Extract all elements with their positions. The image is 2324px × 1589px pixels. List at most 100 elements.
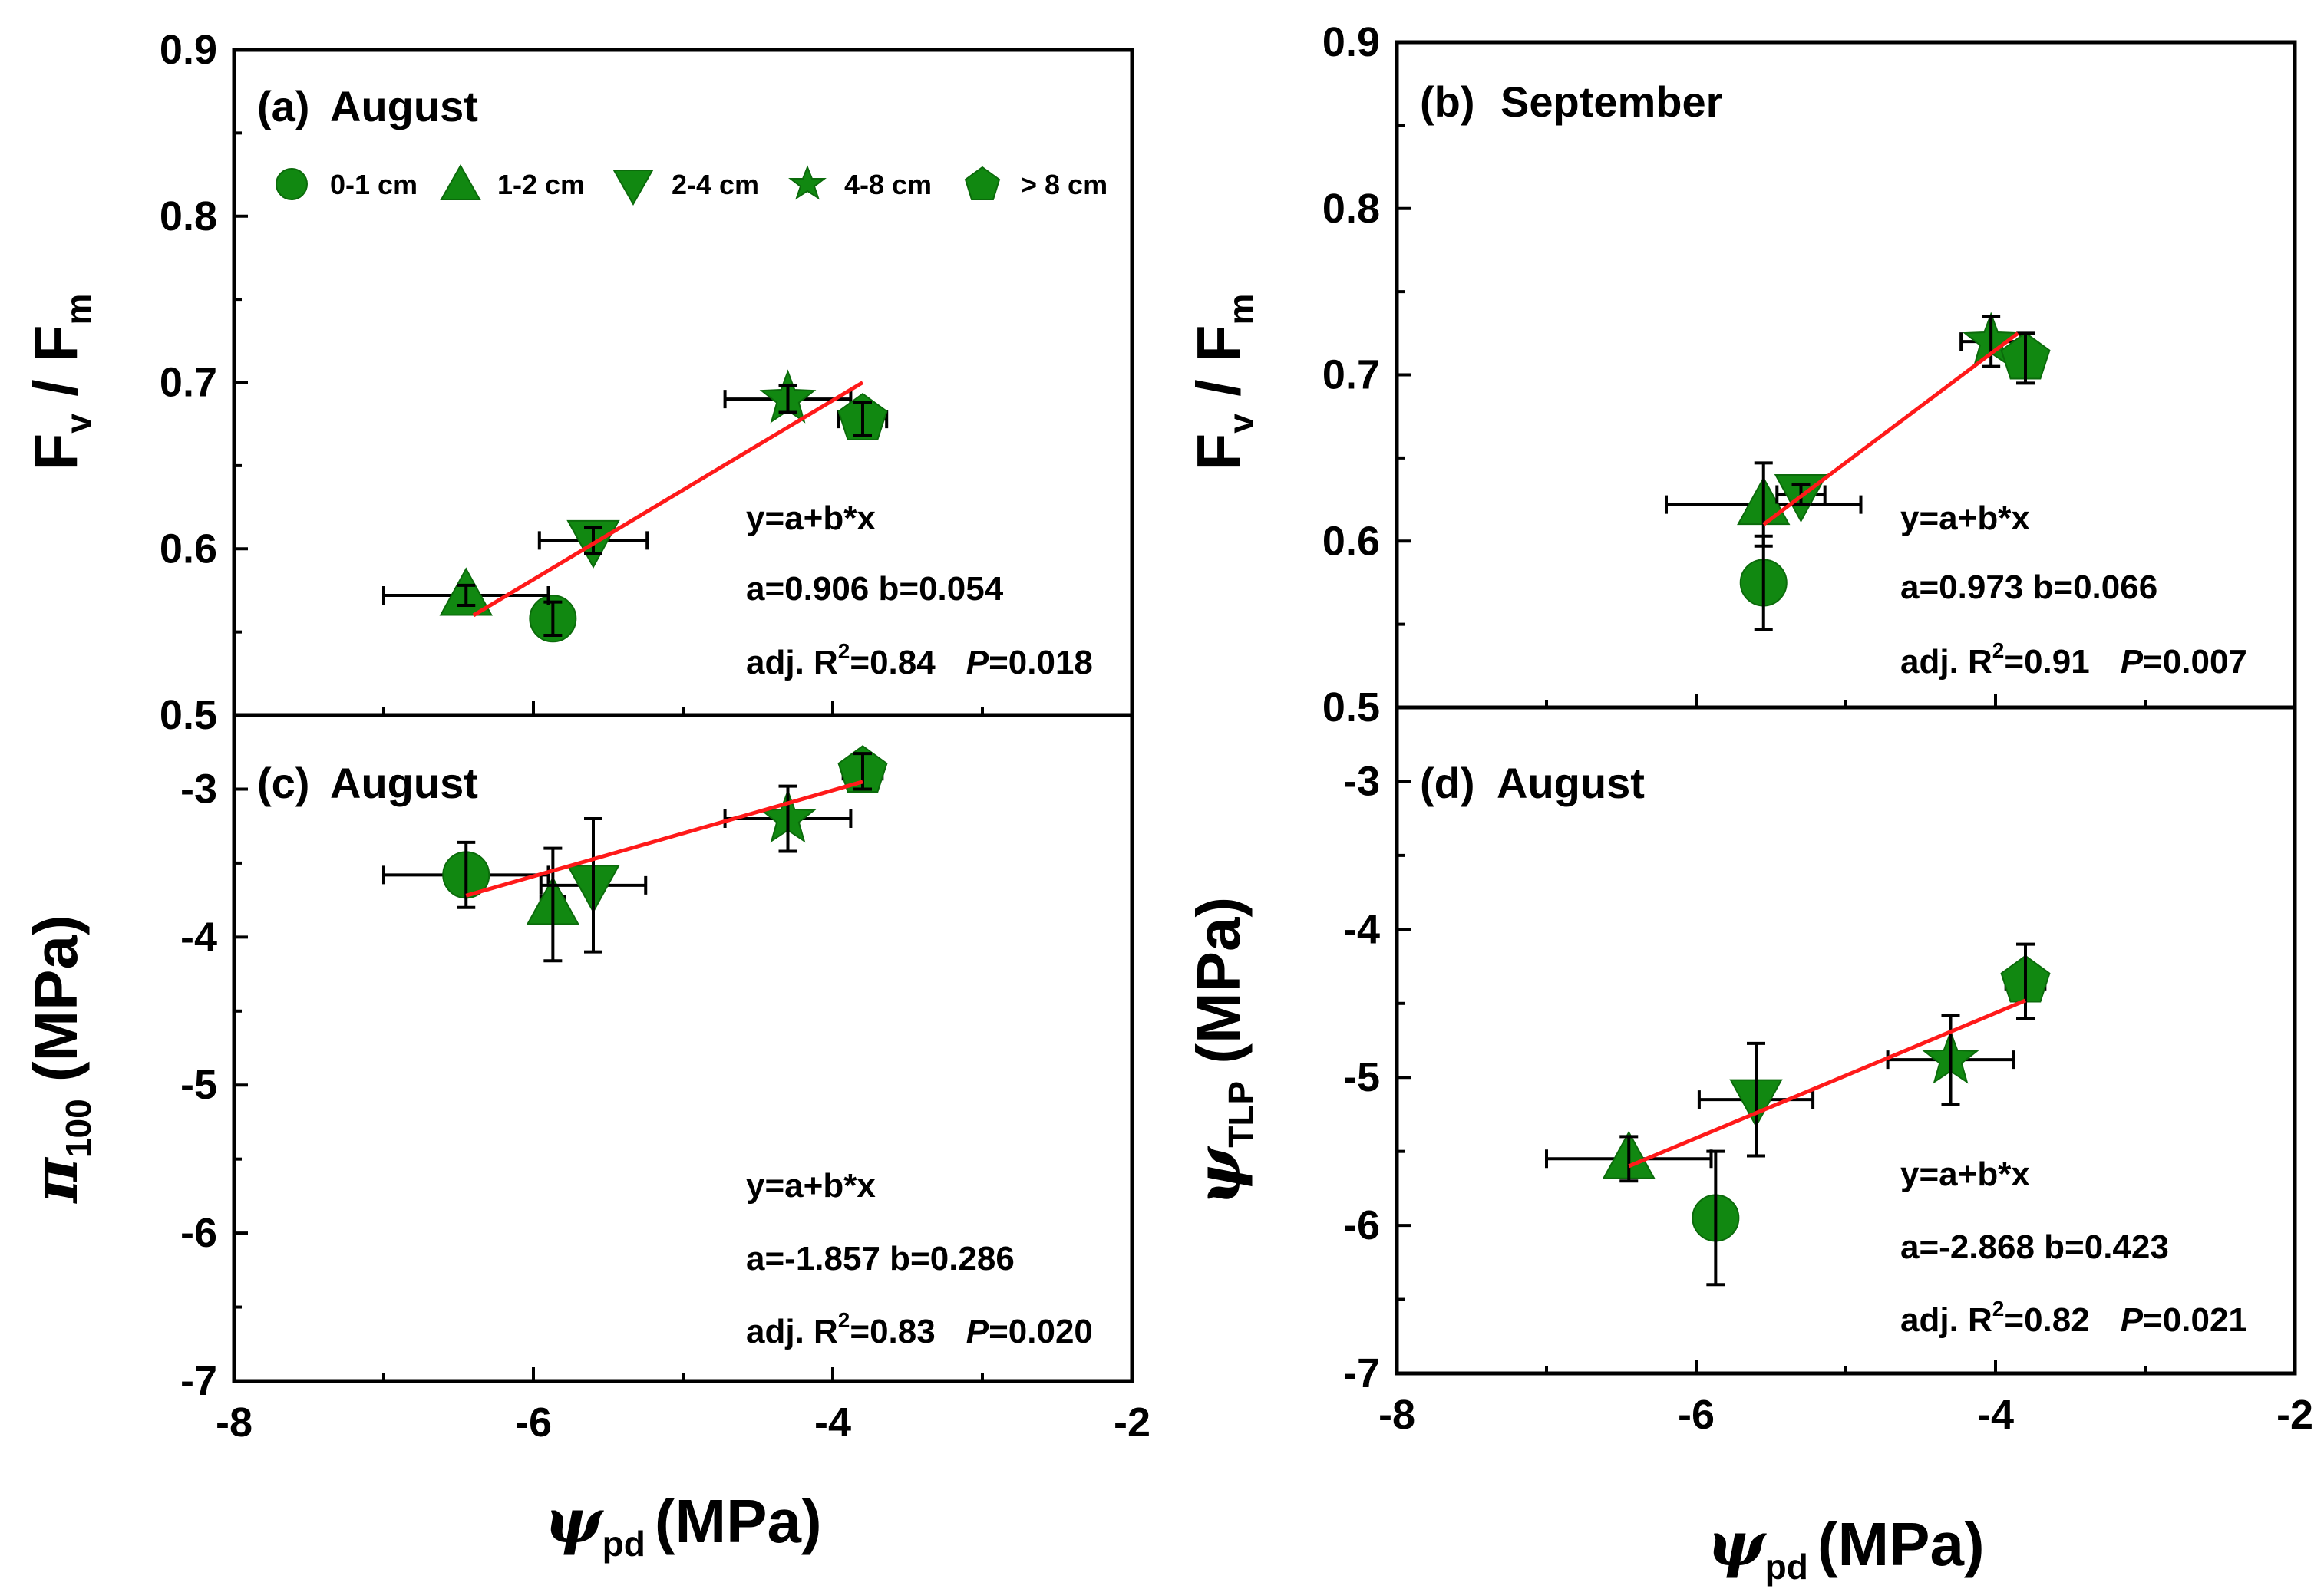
panel-a-title: August xyxy=(330,82,478,130)
data-point xyxy=(837,745,888,793)
legend-label: 0-1 cm xyxy=(330,169,418,200)
panel-d-stats: y=a+b*x a=-2.868 b=0.423 adj. R2=0.82 P=0… xyxy=(1900,1155,2247,1339)
legend-label: 4-8 cm xyxy=(844,169,932,200)
regression-line xyxy=(1762,331,2019,526)
data-point xyxy=(723,784,853,853)
data-point xyxy=(2000,331,2051,385)
coefficients-text: a=-1.857 b=0.286 xyxy=(746,1240,1015,1277)
r2-text: adj. R2=0.83 P=0.020 xyxy=(746,1308,1093,1350)
regression-line xyxy=(465,780,863,898)
data-point xyxy=(1545,1130,1713,1183)
y-tick-label: 0.5 xyxy=(160,692,217,738)
y-error-bar xyxy=(1706,1149,1725,1287)
panel-d-y-axis-title: ψTLP (MPa) xyxy=(1182,897,1261,1205)
y-error-bar xyxy=(1754,461,1773,548)
x-tick-label: -4 xyxy=(1977,1392,2014,1438)
panel-b-frame xyxy=(1395,40,2297,710)
panel-b-y-axis-title: Fv / Fm xyxy=(1184,294,1261,471)
panel-a-stats: y=a+b*x a=0.906 b=0.054 adj. R2=0.84 P=0.… xyxy=(746,499,1093,681)
x-tick-label: -6 xyxy=(515,1399,552,1446)
data-point xyxy=(382,567,550,616)
equation-text: y=a+b*x xyxy=(746,1167,876,1205)
y-error-bar xyxy=(457,840,476,909)
data-point xyxy=(1692,1149,1740,1287)
y-tick-label: -5 xyxy=(180,1062,217,1108)
legend-circle-icon xyxy=(276,168,308,200)
panel-c-title: August xyxy=(330,759,478,807)
data-point xyxy=(529,595,577,643)
y-error-bar xyxy=(584,817,602,954)
legend-triangle-up-icon xyxy=(440,163,481,200)
y-error-bar xyxy=(1747,1041,1765,1158)
y-error-bar xyxy=(584,526,602,555)
y-tick-label: -3 xyxy=(1343,758,1380,804)
y-tick-label: 0.7 xyxy=(160,360,217,406)
legend-label: 1-2 cm xyxy=(497,169,585,200)
equation-text: y=a+b*x xyxy=(1900,1155,2030,1193)
panel-c-frame xyxy=(232,713,1134,1383)
y-tick-label: -4 xyxy=(180,914,217,960)
y-tick-label: -5 xyxy=(1343,1054,1380,1100)
data-point xyxy=(1739,534,1788,631)
y-tick-label: -7 xyxy=(1343,1350,1380,1396)
legend-pentagon-icon xyxy=(964,166,1001,200)
legend-item-0-1cm: 0-1 cm xyxy=(276,168,418,200)
y-tick-label: -6 xyxy=(1343,1202,1380,1248)
x-tick-label: -8 xyxy=(216,1399,253,1446)
panel-b-label: (b) xyxy=(1420,77,1475,126)
panel-c-label: (c) xyxy=(257,759,309,807)
panel-b-plot: 0.5 0.6 0.7 0.8 0.9 xyxy=(1322,19,2296,730)
legend-item-4-8cm: 4-8 cm xyxy=(788,165,932,200)
chart-data-layer: 0.5 0.6 0.7 0.8 0.9 0.5 0.6 0.7 0.8 0.9 -7 -6 -5 -4 -3… xyxy=(160,19,2313,1446)
y-error-bar xyxy=(2016,942,2035,1020)
data-point xyxy=(837,392,889,440)
y-error-bar xyxy=(1982,315,2001,368)
panel-a-label: (a) xyxy=(257,82,309,130)
r2-text: adj. R2=0.91 P=0.007 xyxy=(1900,638,2247,681)
x-tick-label: -8 xyxy=(1378,1392,1415,1438)
y-error-bar xyxy=(2016,331,2035,385)
x-tick-label: -6 xyxy=(1678,1392,1715,1438)
legend-star-icon xyxy=(788,165,827,200)
x-tick-label: -2 xyxy=(2276,1392,2313,1438)
panel-d-title: August xyxy=(1497,759,1645,807)
legend-triangle-down-icon xyxy=(612,170,654,206)
panel-d-label: (d) xyxy=(1420,759,1475,807)
y-error-bar xyxy=(1619,1135,1639,1183)
y-error-bar xyxy=(543,600,563,637)
y-error-bar xyxy=(778,784,797,853)
regression-line xyxy=(472,381,864,618)
y-tick-label: -7 xyxy=(180,1358,217,1404)
y-tick-label: 0.7 xyxy=(1322,352,1380,398)
panel-b-title: September xyxy=(1500,77,1722,126)
legend-item-gt8cm: > 8 cm xyxy=(964,166,1108,200)
legend-label: 2-4 cm xyxy=(672,169,759,200)
data-point xyxy=(539,817,648,954)
r2-text: adj. R2=0.82 P=0.021 xyxy=(1900,1297,2247,1339)
y-tick-label: -3 xyxy=(180,766,217,812)
y-tick-label: 0.5 xyxy=(1322,684,1380,730)
panel-c-x-axis-title: ψpd (MPa) xyxy=(544,1485,821,1564)
regression-line xyxy=(1628,998,2026,1169)
r2-text: adj. R2=0.84 P=0.018 xyxy=(746,639,1093,681)
legend-item-1-2cm: 1-2 cm xyxy=(440,163,585,200)
y-error-bar xyxy=(778,384,797,414)
panel-d-plot: -7 -6 -5 -4 -3 -8 -6 -4 -2 xyxy=(1343,758,2313,1438)
y-tick-label: 0.6 xyxy=(1322,518,1380,564)
panel-c-stats: y=a+b*x a=-1.857 b=0.286 adj. R2=0.83 P=0… xyxy=(746,1167,1093,1350)
panel-a-y-axis-title: Fv / Fm xyxy=(21,294,98,471)
y-error-bar xyxy=(543,846,563,963)
y-error-bar xyxy=(853,401,872,437)
data-point xyxy=(1886,1014,2015,1106)
y-tick-label: 0.6 xyxy=(160,526,217,572)
panel-d-frame xyxy=(1395,705,2297,1376)
data-point xyxy=(382,840,550,909)
y-tick-label: 0.8 xyxy=(1322,186,1380,232)
panel-a-frame xyxy=(232,48,1134,717)
panel-b-stats: y=a+b*x a=0.973 b=0.066 adj. R2=0.91 P=0.… xyxy=(1900,499,2247,681)
equation-text: y=a+b*x xyxy=(746,499,876,537)
legend-label: > 8 cm xyxy=(1021,169,1108,200)
panel-d-x-axis-title: ψpd (MPa) xyxy=(1707,1508,1984,1587)
panel-c-plot: -7 -6 -5 -4 -3 -8 -6 -4 -2 xyxy=(180,745,1150,1446)
